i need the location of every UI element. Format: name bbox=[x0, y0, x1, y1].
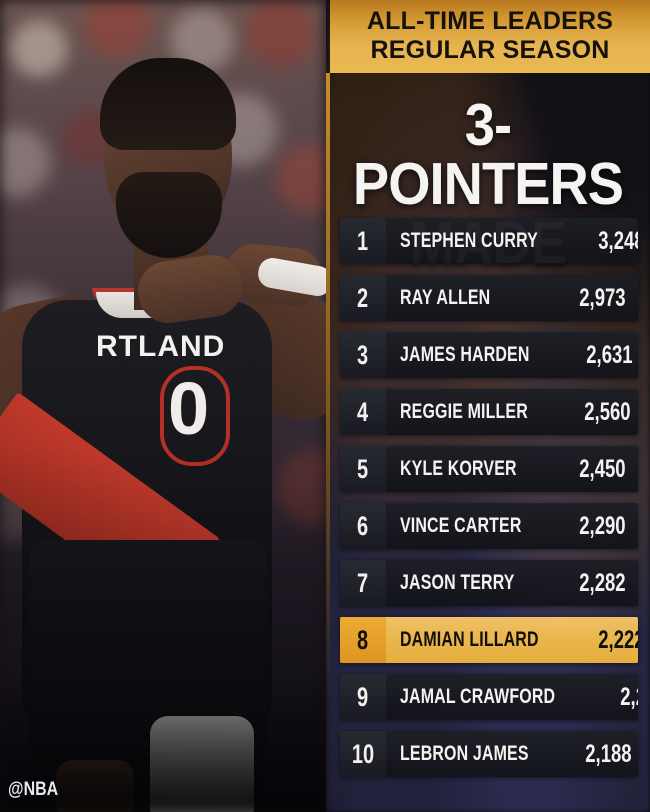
table-row[interactable]: 10 LEBRON JAMES 2,188 bbox=[340, 731, 638, 777]
row-rank: 2 bbox=[340, 275, 386, 321]
panel-header: ALL-TIME LEADERS REGULAR SEASON bbox=[330, 0, 650, 73]
row-rank: 3 bbox=[340, 332, 386, 378]
table-row[interactable]: 5 KYLE KORVER 2,450 bbox=[340, 446, 638, 492]
table-row[interactable]: 9 JAMAL CRAWFORD 2,221 bbox=[340, 674, 638, 720]
row-value: 2,221 bbox=[620, 682, 638, 711]
row-rank: 1 bbox=[340, 218, 386, 264]
header-title-line-1: ALL-TIME LEADERS bbox=[366, 7, 614, 35]
row-value: 3,248 bbox=[597, 226, 638, 255]
table-row-highlighted[interactable]: 8 DAMIAN LILLARD 2,222 bbox=[340, 617, 638, 663]
row-rank: 5 bbox=[340, 446, 386, 492]
row-player-name: KYLE KORVER bbox=[400, 457, 517, 480]
row-player-name: REGGIE MILLER bbox=[400, 400, 528, 423]
row-player-name: RAY ALLEN bbox=[400, 286, 491, 309]
player-photo: RTLAND 0 @NBA bbox=[0, 0, 326, 812]
table-row[interactable]: 4 REGGIE MILLER 2,560 bbox=[340, 389, 638, 435]
photo-vignette bbox=[0, 0, 326, 812]
row-rank: 7 bbox=[340, 560, 386, 606]
row-player-name: JASON TERRY bbox=[400, 571, 515, 594]
row-player-name: LEBRON JAMES bbox=[400, 742, 529, 765]
table-row[interactable]: 7 JASON TERRY 2,282 bbox=[340, 560, 638, 606]
table-row[interactable]: 1 STEPHEN CURRY 3,248 bbox=[340, 218, 638, 264]
row-player-name: VINCE CARTER bbox=[400, 514, 522, 537]
header-title: ALL-TIME LEADERS REGULAR SEASON bbox=[330, 7, 650, 65]
row-value: 2,188 bbox=[585, 739, 632, 768]
row-value: 2,631 bbox=[586, 340, 633, 369]
row-player-name: STEPHEN CURRY bbox=[400, 229, 538, 252]
row-rank: 6 bbox=[340, 503, 386, 549]
row-value: 2,450 bbox=[579, 454, 626, 483]
row-rank: 10 bbox=[340, 731, 386, 777]
row-rank: 4 bbox=[340, 389, 386, 435]
row-value: 2,560 bbox=[584, 397, 631, 426]
row-rank: 9 bbox=[340, 674, 386, 720]
row-value: 2,222 bbox=[598, 625, 638, 654]
row-rank: 8 bbox=[340, 617, 386, 663]
row-value: 2,290 bbox=[579, 511, 626, 540]
nba-watermark: @NBA bbox=[8, 779, 59, 800]
row-player-name: JAMES HARDEN bbox=[400, 343, 530, 366]
panel-left-gold-edge bbox=[326, 73, 330, 812]
header-title-line-2: REGULAR SEASON bbox=[370, 36, 610, 64]
leaderboard-panel: ALL-TIME LEADERS REGULAR SEASON 3-POINTE… bbox=[326, 0, 650, 812]
row-value: 2,973 bbox=[579, 283, 626, 312]
row-value: 2,282 bbox=[579, 568, 626, 597]
row-player-name: JAMAL CRAWFORD bbox=[400, 685, 556, 708]
table-row[interactable]: 3 JAMES HARDEN 2,631 bbox=[340, 332, 638, 378]
leaderboard-rows: 1 STEPHEN CURRY 3,248 2 RAY ALLEN 2,973 … bbox=[340, 218, 638, 788]
row-player-name: DAMIAN LILLARD bbox=[400, 628, 539, 651]
table-row[interactable]: 2 RAY ALLEN 2,973 bbox=[340, 275, 638, 321]
table-row[interactable]: 6 VINCE CARTER 2,290 bbox=[340, 503, 638, 549]
